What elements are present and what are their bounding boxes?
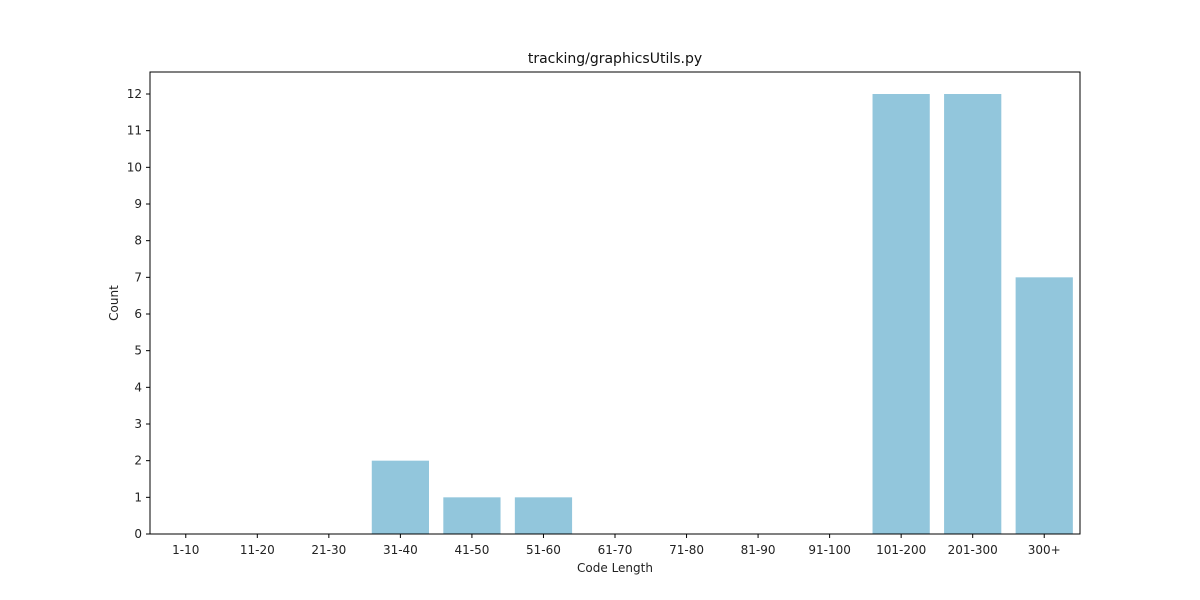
bar-41-50 bbox=[443, 497, 501, 534]
y-tick-label: 6 bbox=[134, 307, 142, 321]
x-tick-label: 81-90 bbox=[741, 543, 776, 557]
x-tick-label: 11-20 bbox=[240, 543, 275, 557]
bar-31-40 bbox=[371, 460, 429, 534]
x-tick-label: 51-60 bbox=[526, 543, 561, 557]
y-tick-label: 0 bbox=[134, 527, 142, 541]
x-tick-label: 61-70 bbox=[598, 543, 633, 557]
bar-101-200 bbox=[872, 94, 930, 534]
x-tick-label: 31-40 bbox=[383, 543, 418, 557]
x-tick-label: 91-100 bbox=[808, 543, 851, 557]
plot-frame bbox=[149, 71, 1081, 535]
x-tick-label: 71-80 bbox=[669, 543, 704, 557]
y-tick-label: 2 bbox=[134, 454, 142, 468]
y-tick-label: 5 bbox=[134, 344, 142, 358]
x-tick-label: 201-300 bbox=[948, 543, 998, 557]
y-tick-label: 3 bbox=[134, 417, 142, 431]
y-tick-label: 10 bbox=[127, 160, 142, 174]
x-axis: 1-10 11-20 21-30 31-40 41-50 51-60 61-70 71-80 8… bbox=[172, 534, 1061, 557]
chart-title: tracking/graphicsUtils.py bbox=[528, 51, 702, 67]
y-tick-label: 9 bbox=[134, 197, 142, 211]
y-tick-label: 11 bbox=[127, 124, 142, 138]
y-tick-label: 7 bbox=[134, 270, 142, 284]
y-tick-label: 12 bbox=[127, 87, 142, 101]
y-axis-label: Count bbox=[107, 285, 121, 321]
x-axis-label: Code Length bbox=[577, 561, 653, 575]
y-tick-label: 8 bbox=[134, 234, 142, 248]
y-tick-label: 4 bbox=[134, 380, 142, 394]
x-tick-label: 1-10 bbox=[172, 543, 199, 557]
bars-group bbox=[371, 94, 1073, 534]
y-tick-label: 1 bbox=[134, 490, 142, 504]
x-tick-label: 300+ bbox=[1028, 543, 1061, 557]
x-tick-label: 101-200 bbox=[876, 543, 926, 557]
bar-201-300 bbox=[944, 94, 1002, 534]
bar-51-60 bbox=[514, 497, 573, 534]
bar-300+ bbox=[1015, 277, 1073, 534]
x-tick-label: 41-50 bbox=[454, 543, 489, 557]
x-tick-label: 21-30 bbox=[311, 543, 346, 557]
